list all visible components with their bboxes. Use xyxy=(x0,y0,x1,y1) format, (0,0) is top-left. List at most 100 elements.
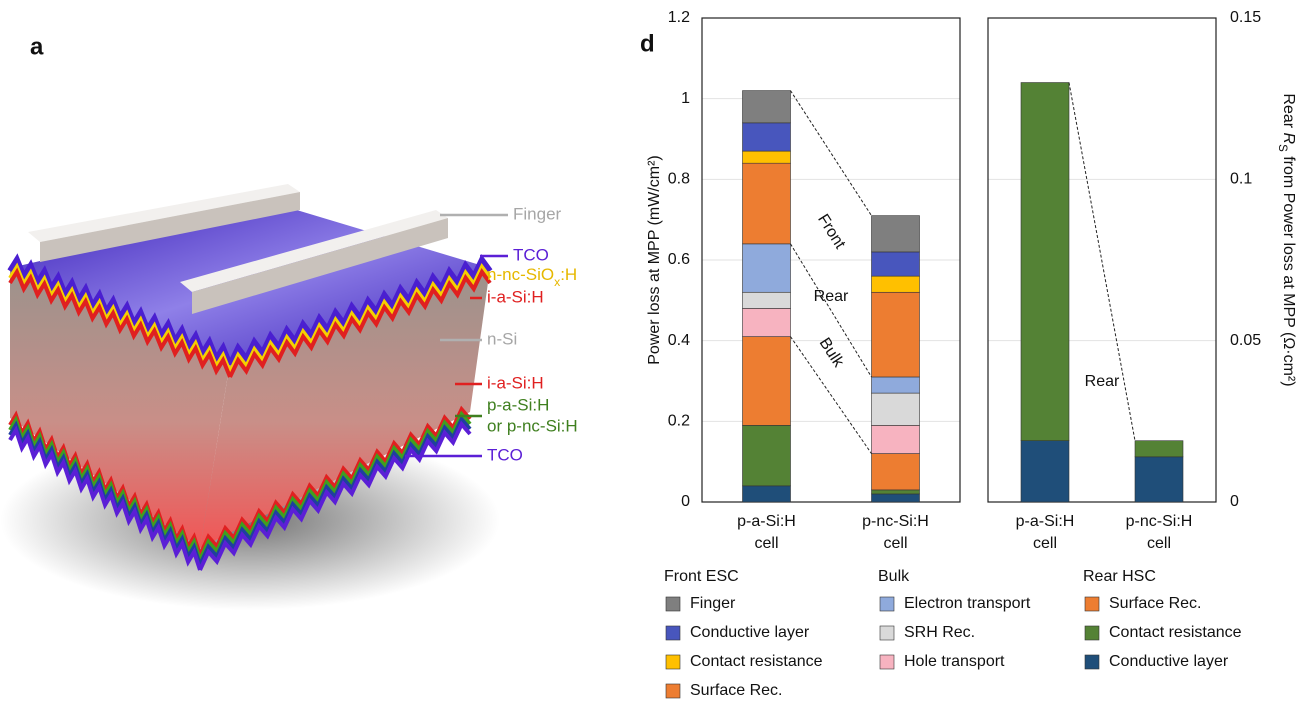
legend-swatch xyxy=(665,683,681,699)
group-label: Front xyxy=(814,211,849,252)
legend-swatch xyxy=(1084,596,1100,612)
layer-label: or p-nc-Si:H xyxy=(487,416,578,435)
y-tick-label: 0.4 xyxy=(668,332,690,349)
layer-edge xyxy=(198,415,472,566)
text-segment: Rear xyxy=(1280,93,1297,132)
finger-side xyxy=(40,192,300,262)
plot-frame xyxy=(701,17,961,503)
y-tick-label: 1.2 xyxy=(668,9,690,26)
legend-label: Hole transport xyxy=(904,653,1005,670)
group-label: Rear xyxy=(814,288,849,305)
layer-edge xyxy=(8,267,232,378)
layer-label: n-Si xyxy=(487,329,517,348)
bar-segment xyxy=(742,308,791,337)
text-segment: from Power loss at MPP (Ω·cm²) xyxy=(1280,152,1297,387)
side-face xyxy=(10,268,230,548)
finger-top xyxy=(180,210,448,292)
solar-cell-illustration xyxy=(0,184,508,610)
layer-edge xyxy=(228,268,492,378)
bar-segment xyxy=(871,392,920,426)
bar-segment xyxy=(742,90,791,124)
layer-label: TCO xyxy=(487,445,523,464)
bar-segment xyxy=(871,489,920,495)
finger-side xyxy=(192,218,448,314)
x-tick-label: cell xyxy=(883,535,907,552)
legend-swatch xyxy=(879,654,895,670)
bar-segment xyxy=(1020,440,1070,503)
connector-line xyxy=(790,90,872,216)
legend-swatch xyxy=(879,625,895,641)
y-tick-label: 0.1 xyxy=(1230,171,1252,188)
panel-label: a xyxy=(30,33,44,60)
bar-segment xyxy=(871,425,920,454)
text-segment: S xyxy=(1276,144,1288,152)
y-tick-label: 0.8 xyxy=(668,171,690,188)
x-tick-label: p-nc-Si:H xyxy=(862,513,929,530)
group-label: Rear xyxy=(1085,373,1120,390)
legend-label: Contact resistance xyxy=(690,653,823,670)
bar-segment xyxy=(871,376,920,394)
side-face xyxy=(200,268,490,548)
bar-segment xyxy=(871,215,920,253)
connector-line xyxy=(790,243,872,378)
legend-group-title: Rear HSC xyxy=(1083,568,1156,585)
legend-swatch xyxy=(665,596,681,612)
x-tick-label: cell xyxy=(754,535,778,552)
bar-segment xyxy=(871,453,920,491)
legend-label: Finger xyxy=(690,595,736,612)
bar-segment xyxy=(1134,440,1184,458)
y-axis-label: Rear RS from Power loss at MPP (Ω·cm²) xyxy=(1276,93,1297,386)
x-tick-label: p-a-Si:H xyxy=(1016,513,1075,530)
finger-top xyxy=(28,184,300,242)
layer-label: TCO xyxy=(513,245,549,264)
legend-swatch xyxy=(665,654,681,670)
x-tick-label: p-a-Si:H xyxy=(737,513,796,530)
y-tick-label: 0 xyxy=(1230,493,1239,510)
y-tick-label: 0 xyxy=(681,493,690,510)
layer-label: i-a-Si:H xyxy=(487,373,544,392)
legend-swatch xyxy=(879,596,895,612)
legend-label: Surface Rec. xyxy=(690,682,782,699)
text-segment: x xyxy=(554,275,560,289)
layer-edge xyxy=(198,420,472,571)
layer-label: p-a-Si:H xyxy=(487,395,549,414)
connector-line xyxy=(1068,82,1136,441)
layer-edge xyxy=(198,405,472,556)
bar-segment xyxy=(742,336,791,426)
y-axis-label: Power loss at MPP (mW/cm²) xyxy=(646,155,663,365)
layer-edges xyxy=(7,253,493,571)
bar-segment xyxy=(1020,82,1070,441)
legend-label: Conductive layer xyxy=(690,624,810,641)
layer-edge xyxy=(8,425,202,571)
legend-group-title: Front ESC xyxy=(664,568,739,585)
bar-segment xyxy=(871,251,920,277)
bar-segment xyxy=(871,275,920,293)
legend-label: Surface Rec. xyxy=(1109,595,1201,612)
legend-label: Conductive layer xyxy=(1109,653,1229,670)
layer-label: i-a-Si:H xyxy=(487,287,544,306)
panel-label: d xyxy=(640,30,655,57)
bar-segment xyxy=(742,122,791,152)
bar-segment xyxy=(742,485,791,503)
layer-label: Finger xyxy=(513,204,562,223)
legend-label: Electron transport xyxy=(904,595,1031,612)
y-tick-label: 0.2 xyxy=(668,413,690,430)
x-tick-label: p-nc-Si:H xyxy=(1126,513,1193,530)
legend-label: Contact resistance xyxy=(1109,624,1242,641)
bar-segment xyxy=(871,291,920,378)
bar-segment xyxy=(742,291,791,309)
bar-segment xyxy=(742,243,791,293)
layer-edge xyxy=(228,263,492,373)
text-segment: :H xyxy=(560,265,577,284)
layer-edge xyxy=(198,410,472,561)
bar-segment xyxy=(1134,456,1184,503)
legend-swatch xyxy=(1084,625,1100,641)
text-segment: R xyxy=(1280,133,1297,145)
bar-segment xyxy=(742,425,791,487)
legend-swatch xyxy=(665,625,681,641)
layer-label: n-nc-SiOx:H xyxy=(487,265,577,289)
bar-segment xyxy=(742,162,791,245)
bar-segment xyxy=(742,150,791,164)
y-tick-label: 1 xyxy=(681,90,690,107)
